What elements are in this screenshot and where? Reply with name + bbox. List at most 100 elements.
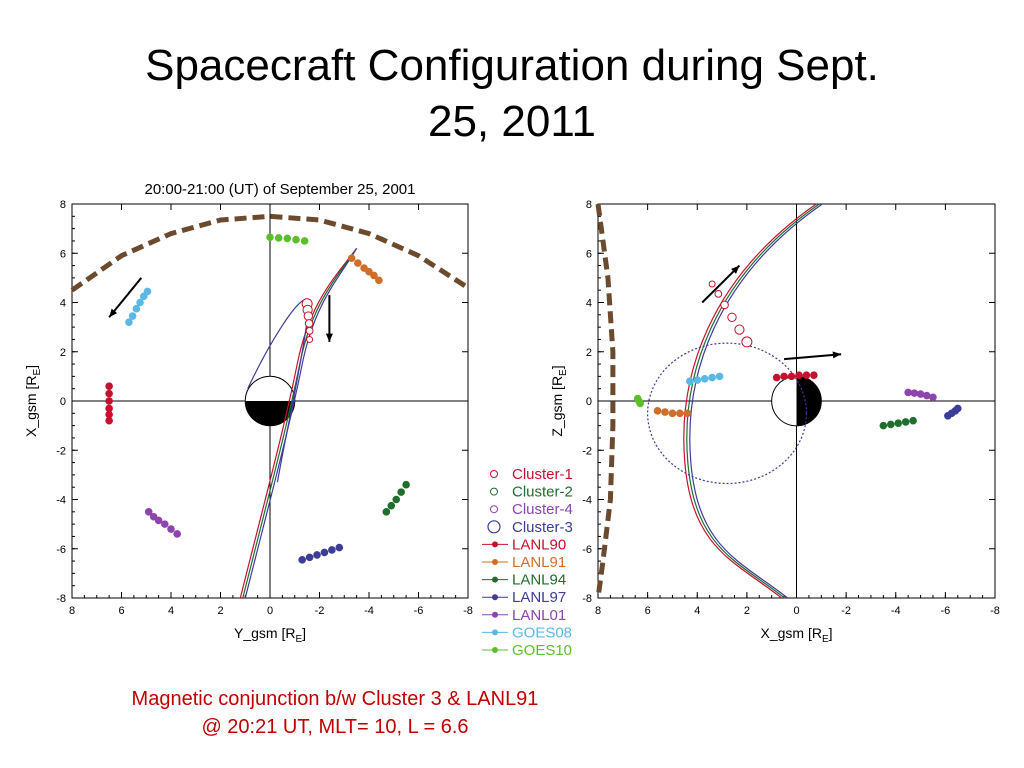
- cluster-point: [720, 300, 729, 310]
- series-point-goes08: [132, 304, 141, 313]
- series-point-lanl90: [105, 410, 113, 419]
- series-point-goes08: [708, 373, 716, 382]
- x-tick-label: -2: [841, 605, 851, 617]
- legend-label-lanl91: LANL91: [512, 554, 566, 571]
- legend-marker-dot: [492, 541, 498, 548]
- y-tick-label: 0: [586, 396, 592, 408]
- series-point-goes10: [300, 237, 309, 245]
- y-tick-label: 2: [60, 347, 66, 359]
- series-point-lanl90: [780, 372, 788, 381]
- y-tick-label: 8: [586, 199, 592, 211]
- series-point-goes08: [125, 318, 133, 327]
- series-point-lanl90: [105, 397, 113, 405]
- x-tick-label: 4: [694, 605, 700, 617]
- field-line: [686, 203, 820, 599]
- legend-marker-dot: [492, 559, 498, 565]
- y-tick-label: -8: [582, 593, 592, 605]
- arrow-down-head: [325, 333, 333, 342]
- series-point-lanl94: [909, 416, 917, 425]
- series-point-lanl90: [105, 382, 113, 391]
- cluster-point: [714, 289, 723, 298]
- cluster-point: [734, 324, 745, 335]
- series-point-lanl91: [360, 264, 368, 272]
- series-point-lanl97: [313, 551, 321, 559]
- y-tick-label: 0: [60, 396, 66, 408]
- legend-marker-ring: [490, 470, 498, 478]
- legend-marker-dot: [492, 647, 498, 653]
- series-point-lanl01: [904, 388, 912, 397]
- series-point-lanl91: [347, 254, 356, 262]
- x-tick-label: -6: [414, 605, 424, 617]
- series-point-goes08: [700, 375, 709, 383]
- series-point-lanl01: [144, 508, 153, 516]
- series-point-lanl94: [894, 419, 903, 427]
- x-tick-label: 2: [744, 605, 750, 617]
- legend-label-cluster-1: Cluster-1: [512, 466, 573, 483]
- series-point-goes08: [715, 372, 724, 381]
- legend-label-goes10: GOES10: [512, 642, 572, 659]
- y-tick-label: 4: [586, 298, 592, 310]
- cluster-point: [304, 319, 314, 328]
- x-tick-label: -4: [364, 605, 374, 617]
- x-tick-label: 8: [69, 605, 75, 617]
- arrow-right-head: [832, 351, 842, 359]
- y-tick-label: -6: [582, 544, 592, 556]
- arrow-right: [784, 353, 842, 361]
- cluster-point: [708, 280, 716, 288]
- series-point-goes10: [266, 233, 274, 242]
- series-point-lanl01: [173, 530, 181, 538]
- series-point-lanl94: [387, 501, 396, 510]
- series-point-lanl94: [879, 421, 888, 430]
- series-point-lanl91: [375, 276, 383, 285]
- x-tick-label: -8: [990, 605, 1000, 617]
- legend-label-lanl01: LANL01: [512, 607, 566, 624]
- series-point-lanl91: [365, 267, 373, 276]
- series-point-goes08: [693, 376, 702, 384]
- series-point-lanl01: [149, 512, 158, 521]
- legend-label-lanl97: LANL97: [512, 589, 566, 606]
- x-tick-label: 6: [645, 605, 651, 617]
- series-point-lanl90: [105, 389, 113, 398]
- series-point-goes08: [128, 312, 137, 320]
- x-tick-label: 8: [595, 605, 601, 617]
- series-point-lanl90: [810, 371, 818, 379]
- y-tick-label: 6: [60, 248, 66, 260]
- legend: Cluster-1Cluster-2Cluster-4Cluster-3LANL…: [482, 466, 573, 659]
- series-point-lanl94: [397, 488, 405, 496]
- series-point-lanl01: [167, 525, 175, 533]
- legend-marker-dot: [492, 629, 498, 636]
- y-tick-label: 6: [586, 248, 592, 260]
- series-point-goes08: [139, 292, 148, 301]
- chart-left-xy-plane: 8 8 6 6 4 4 2 2 0 0 -2 -2 -4 -4 -6 -6 -8 -8 Y_gsm [RE] X_gs…: [23, 181, 473, 645]
- x-tick-label: 4: [168, 605, 174, 617]
- x-tick-label: 0: [793, 605, 799, 617]
- series-point-goes08: [143, 287, 152, 296]
- y-tick-label: -8: [56, 593, 66, 605]
- series-point-lanl01: [916, 390, 925, 398]
- chart-title: 20:00-21:00 (UT) of September 25, 2001: [145, 181, 416, 198]
- y-tick-label: 8: [60, 199, 66, 211]
- series-point-lanl01: [910, 389, 919, 397]
- x-tick-label: -8: [463, 605, 473, 617]
- field-line: [689, 203, 823, 599]
- y-axis-title: Z_gsm [RE]: [549, 365, 569, 436]
- series-point-lanl94: [886, 420, 895, 429]
- series-point-lanl97: [335, 543, 344, 552]
- slide-title-line1: Spacecraft Configuration during Sept.: [145, 41, 879, 90]
- series-point-lanl91: [668, 409, 677, 418]
- caption: Magnetic conjunction b/w Cluster 3 & LAN…: [0, 685, 670, 741]
- series-point-lanl94: [392, 495, 401, 504]
- x-tick-label: -4: [891, 605, 901, 617]
- caption-line1: Magnetic conjunction b/w Cluster 3 & LAN…: [131, 688, 539, 710]
- series-point-lanl91: [653, 407, 662, 415]
- y-axis-title: X_gsm [RE]: [23, 365, 43, 437]
- field-line-loop: [647, 342, 808, 485]
- series-point-goes10: [636, 399, 644, 408]
- cluster-point: [306, 335, 314, 343]
- legend-marker-ring: [490, 487, 498, 496]
- series-point-lanl97: [953, 404, 962, 413]
- series-point-goes08: [136, 298, 144, 307]
- series-point-goes10: [283, 234, 292, 243]
- y-tick-label: -6: [56, 544, 66, 556]
- series-point-lanl97: [328, 546, 336, 554]
